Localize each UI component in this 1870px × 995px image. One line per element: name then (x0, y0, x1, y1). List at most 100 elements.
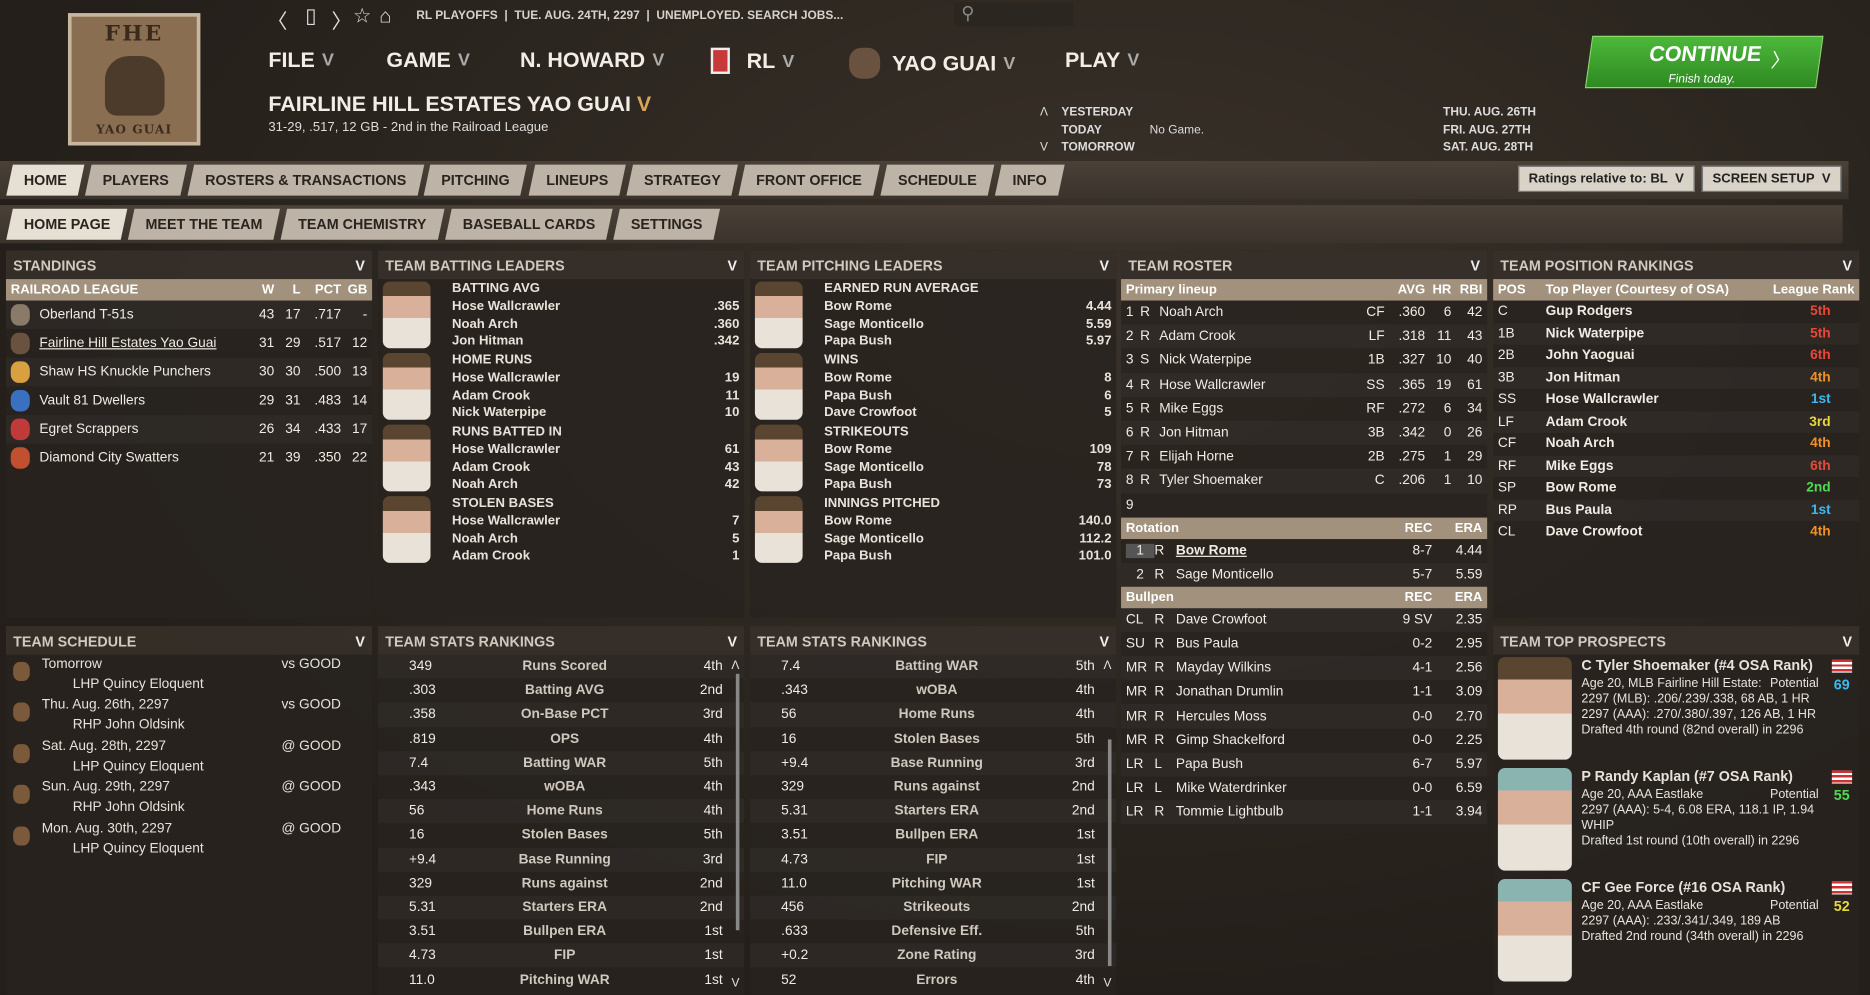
player-name[interactable]: Jon Hitman (1545, 370, 1621, 385)
menu-play[interactable]: PLAY V (1065, 48, 1139, 73)
player-photo[interactable] (382, 424, 431, 492)
player-name[interactable]: Bus Paula (1545, 502, 1612, 518)
ranking-row[interactable]: SP Bow Rome 2nd (1493, 477, 1859, 499)
tab-pitching[interactable]: PITCHING (423, 164, 528, 196)
chevron-down-icon[interactable]: V (1099, 257, 1110, 275)
scroll-up-icon[interactable]: Λ (1103, 659, 1112, 673)
opponent[interactable]: @ GOOD (281, 739, 342, 754)
menu-yao-guai[interactable]: YAO GUAI V (849, 47, 1015, 79)
player-name[interactable]: Hose Wallcrawler (451, 514, 561, 529)
probable-pitcher[interactable]: LHP Quincy Eloquent (72, 841, 204, 856)
leader-row[interactable]: Noah Arch 5 (452, 531, 739, 548)
player-name[interactable]: Adam Crook (1159, 329, 1236, 344)
player-name[interactable]: Dave Crowfoot (824, 405, 917, 420)
ranking-row[interactable]: 2B John Yaoguai 6th (1493, 345, 1859, 367)
subtab-settings[interactable]: SETTINGS (613, 208, 721, 240)
tab-home[interactable]: HOME (6, 164, 85, 196)
player-name[interactable]: Mike Waterdrinker (1175, 781, 1287, 796)
forward-icon[interactable]: 〉 (331, 10, 352, 34)
player-name[interactable]: Hose Wallcrawler (1545, 392, 1659, 407)
player-name[interactable]: Nick Waterpipe (1159, 353, 1252, 368)
standings-row[interactable]: Diamond City Swatters 21 39 .350 22 (6, 444, 372, 473)
lineup-row[interactable]: 3 S Nick Waterpipe 1B .327 10 40 (1121, 349, 1487, 373)
player-photo[interactable] (382, 353, 431, 420)
bullpen-row[interactable]: SU R Bus Paula 0-2 2.95 (1121, 632, 1487, 656)
player-name[interactable]: Bow Rome (1175, 543, 1247, 558)
schedule-item[interactable]: Sat. Aug. 28th, 2297 @ GOOD LHP Quincy Elo… (6, 737, 372, 778)
player-name[interactable]: Dave Crowfoot (1545, 525, 1643, 540)
player-name[interactable]: Noah Arch (1545, 436, 1615, 452)
player-name[interactable]: Noah Arch (451, 531, 518, 546)
player-name[interactable]: Bow Rome (824, 370, 892, 386)
up-arrow-icon[interactable]: Λ (1039, 106, 1048, 120)
player-name[interactable]: Jon Hitman (451, 333, 524, 349)
standings-row[interactable]: Oberland T-51s 43 17 .717 - (6, 301, 372, 330)
player-name[interactable]: Bow Rome (824, 514, 892, 529)
leader-row[interactable]: Papa Bush 101.0 (824, 549, 1111, 566)
probable-pitcher[interactable]: LHP Quincy Eloquent (72, 677, 204, 692)
leader-row[interactable]: Hose Wallcrawler .365 (452, 299, 739, 316)
opponent[interactable]: vs GOOD (281, 657, 341, 672)
player-name[interactable]: John Yaoguai (1545, 348, 1635, 363)
chevron-down-icon[interactable]: V (355, 257, 365, 275)
player-name[interactable]: Jon Hitman (1159, 425, 1229, 441)
player-name[interactable]: Gimp Shackelford (1175, 733, 1285, 748)
team-name[interactable]: Egret Scrappers (39, 421, 139, 436)
player-name[interactable]: Bow Rome (824, 442, 892, 457)
down-arrow-icon[interactable]: V (1039, 140, 1048, 154)
player-name[interactable]: Tommie Lightbulb (1175, 805, 1284, 820)
prospect-card[interactable]: CF Gee Force (#16 OSA Rank) Age 20, AAA E… (1493, 877, 1859, 988)
leader-row[interactable]: Sage Monticello 5.59 (824, 317, 1111, 334)
lineup-row[interactable]: 6 R Jon Hitman 3B .342 0 26 (1121, 421, 1487, 445)
bullpen-row[interactable]: MR R Mayday Wilkins 4-1 2.56 (1121, 656, 1487, 680)
standings-row[interactable]: Vault 81 Dwellers 29 31 .483 14 (6, 386, 372, 415)
tab-rosters-transactions[interactable]: ROSTERS & TRANSACTIONS (187, 164, 424, 196)
chevron-down-icon[interactable]: V (1842, 633, 1853, 650)
player-name[interactable]: Papa Bush (824, 333, 892, 349)
scrollbar[interactable] (735, 673, 740, 931)
bullpen-row[interactable]: CL R Dave Crowfoot 9 SV 2.35 (1121, 608, 1487, 632)
ranking-row[interactable]: SS Hose Wallcrawler 1st (1493, 389, 1859, 411)
leader-row[interactable]: Bow Rome 109 (824, 442, 1111, 459)
chevron-down-icon[interactable]: V (1470, 257, 1481, 275)
player-name[interactable]: Hose Wallcrawler (451, 299, 561, 314)
leader-row[interactable]: Hose Wallcrawler 7 (452, 514, 739, 531)
prospect-card[interactable]: P Randy Kaplan (#7 OSA Rank) Age 20, AAA … (1493, 766, 1859, 877)
ranking-row[interactable]: CF Noah Arch 4th (1493, 433, 1859, 455)
schedule-item[interactable]: Sun. Aug. 29th, 2297 @ GOOD RHP John Oldsi… (6, 778, 372, 819)
team-name[interactable]: Diamond City Swatters (39, 450, 179, 465)
leader-row[interactable]: Bow Rome 8 (824, 371, 1111, 388)
lineup-row[interactable]: 7 R Elijah Horne 2B .275 1 29 (1121, 445, 1487, 469)
tab-schedule[interactable]: SCHEDULE (880, 164, 995, 196)
bullpen-row[interactable]: LR L Mike Waterdrinker 0-0 6.59 (1121, 776, 1487, 800)
leader-row[interactable]: Adam Crook 43 (452, 460, 739, 477)
player-name[interactable]: Sage Monticello (824, 531, 924, 546)
leader-row[interactable]: Hose Wallcrawler 61 (452, 442, 739, 459)
player-name[interactable]: Nick Waterpipe (451, 405, 547, 420)
bullpen-row[interactable]: MR R Jonathan Drumlin 1-1 3.09 (1121, 680, 1487, 704)
player-photo[interactable] (754, 424, 803, 492)
bullpen-row[interactable]: LR R Tommie Lightbulb 1-1 3.94 (1121, 800, 1487, 824)
leader-row[interactable]: Papa Bush 5.97 (824, 334, 1111, 351)
continue-button[interactable]: CONTINUE Finish today. 〉 (1584, 35, 1824, 89)
player-name[interactable]: Hercules Moss (1175, 709, 1267, 724)
leader-row[interactable]: Sage Monticello 78 (824, 460, 1111, 477)
lineup-row[interactable]: 9 (1121, 493, 1487, 517)
ranking-row[interactable]: CL Dave Crowfoot 4th (1493, 521, 1859, 543)
player-name[interactable]: Sage Monticello (824, 459, 924, 475)
leader-row[interactable]: Bow Rome 4.44 (824, 299, 1111, 316)
tab-strategy[interactable]: STRATEGY (625, 164, 739, 196)
tab-lineups[interactable]: LINEUPS (528, 164, 626, 196)
search-input[interactable]: ⚲ (954, 2, 1074, 27)
leader-row[interactable]: Sage Monticello 112.2 (824, 531, 1111, 548)
schedule-item[interactable]: Tomorrow vs GOOD LHP Quincy Eloquent (6, 655, 372, 696)
player-name[interactable]: Bow Rome (1545, 480, 1617, 496)
player-photo[interactable] (382, 496, 431, 563)
bullpen-row[interactable]: MR R Hercules Moss 0-0 2.70 (1121, 704, 1487, 728)
player-name[interactable]: Papa Bush (824, 548, 892, 563)
team-name[interactable]: Fairline Hill Estates Yao Guai (39, 335, 217, 351)
player-name[interactable]: Noah Arch (451, 316, 518, 331)
probable-pitcher[interactable]: RHP John Oldsink (72, 800, 185, 815)
player-name[interactable]: Papa Bush (824, 477, 892, 492)
player-name[interactable]: Jonathan Drumlin (1175, 684, 1284, 700)
